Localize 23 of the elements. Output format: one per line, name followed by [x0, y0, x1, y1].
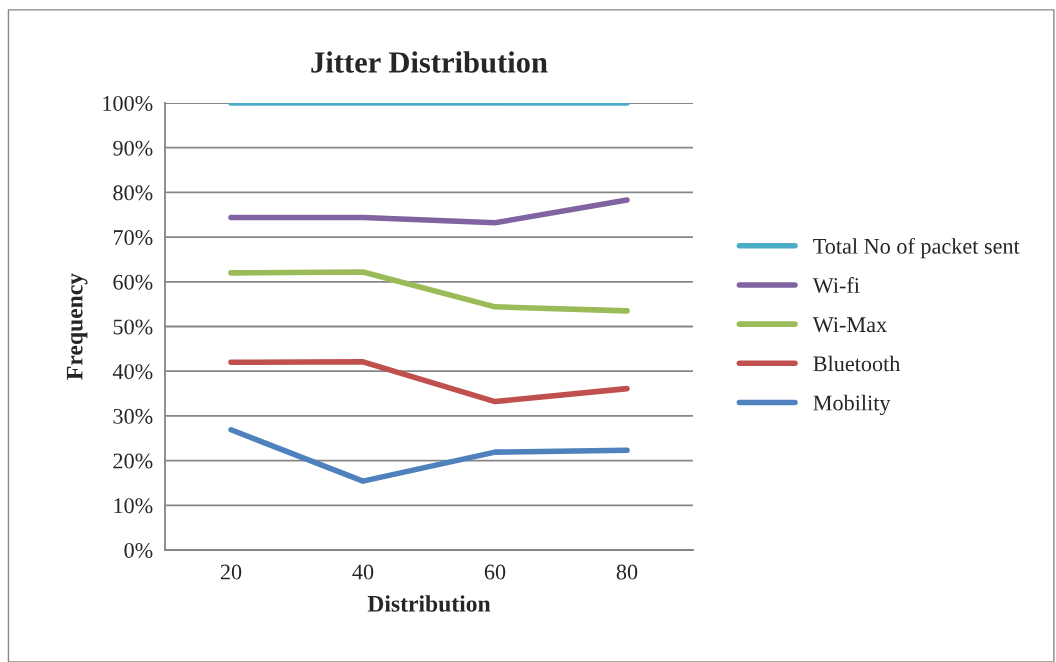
y-tick-label: 0%: [124, 542, 153, 558]
x-tick-label: 80: [616, 564, 638, 580]
legend-label: Mobility: [813, 394, 891, 416]
y-axis-title: Frequency: [66, 273, 88, 380]
x-tick-label: 20: [220, 564, 242, 580]
y-tick-label: 70%: [113, 230, 153, 246]
y-tick-label: 30%: [113, 408, 153, 424]
y-tick-label: 90%: [113, 140, 153, 156]
y-tick-label: 20%: [113, 453, 153, 469]
y-tick-label: 100%: [103, 95, 153, 111]
legend-label: Wi-fi: [812, 277, 860, 294]
y-tick-label: 60%: [113, 274, 153, 290]
y-tick-label: 40%: [112, 364, 153, 380]
legend-label: Bluetooth: [813, 355, 901, 372]
x-tick-label: 40: [352, 564, 374, 580]
x-tick-label: 60: [484, 564, 506, 580]
y-tick-label: 80%: [113, 185, 153, 201]
y-tick-label: 10%: [114, 498, 153, 514]
legend-label: Total No of packet sent: [813, 237, 1020, 259]
chart-title: Jitter Distribution: [311, 51, 548, 73]
legend-label: Wi-Max: [812, 317, 887, 333]
x-axis-title: Distribution: [367, 595, 491, 612]
y-tick-label: 50%: [113, 319, 153, 335]
